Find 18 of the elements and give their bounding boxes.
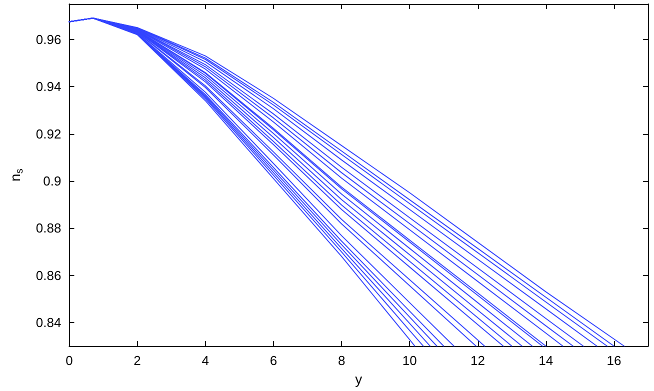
x-axis-title: y: [355, 371, 362, 387]
x-tick-label: 12: [470, 353, 485, 368]
y-tick-label: 0.9: [43, 173, 62, 188]
x-tick-label: 6: [270, 353, 278, 368]
y-tick-label: 0.96: [36, 32, 62, 47]
y-axis-title: ns: [7, 168, 26, 182]
y-tick-label: 0.94: [36, 79, 62, 94]
x-tick-label: 4: [202, 353, 210, 368]
y-tick-label: 0.88: [36, 220, 62, 236]
x-tick-label: 10: [402, 353, 417, 368]
x-tick-label: 8: [338, 353, 346, 368]
x-tick-label: 0: [66, 353, 73, 368]
x-tick-label: 2: [134, 353, 141, 368]
x-tick-label: 16: [606, 353, 622, 368]
x-tick-label: 14: [538, 353, 554, 368]
y-tick-label: 0.92: [36, 126, 62, 142]
y-tick-label: 0.86: [36, 268, 62, 283]
y-tick-label: 0.84: [36, 315, 62, 330]
